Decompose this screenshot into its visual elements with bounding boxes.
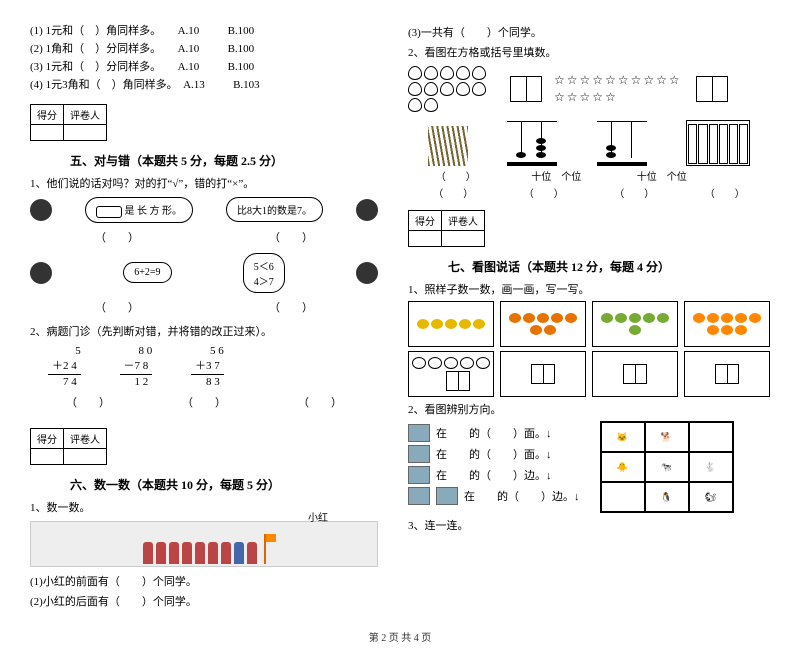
section-7-title: 七、看图说话（本题共 12 分，每题 4 分） (448, 258, 770, 275)
paren-row-1: （ ）（ ） (30, 229, 378, 245)
cell-lemons (408, 301, 494, 347)
q1-4-idx: (4) (30, 79, 43, 91)
math-problems: 5＋2 47 4 8 0－7 81 2 5 6＋3 78 3 (30, 345, 378, 388)
dir-line-2: 在 的（ ）面。↓ (408, 445, 580, 463)
apples-stars-row: ☆☆☆☆☆☆☆☆ ☆☆☆☆☆☆☆ (408, 66, 770, 112)
counting-labels: （ ） 十位 个位 十位 个位 (408, 168, 770, 183)
counting-parens: （ ）（ ）（ ）（ ） (408, 185, 770, 200)
dir-line-1: 在 的（ ）面。↓ (408, 424, 580, 442)
right-column: (3)一共有（ ）个同学。 2、看图在方格或括号里填数。 ☆☆☆☆☆☆☆☆ ☆☆… (408, 20, 770, 613)
kids-figure: 小红 (30, 521, 378, 567)
sec6-s2: (2)小红的后面有（ ）个同学。 (30, 593, 378, 609)
bubble-4: 5＜64＞7 (243, 253, 285, 293)
animal-icon (408, 487, 430, 505)
section-5-title: 五、对与错（本题共 5 分，每题 2.5 分） (70, 152, 378, 169)
count-row-2 (408, 351, 770, 397)
count-row-1 (408, 301, 770, 347)
sec7-q3: 3、连一连。 (408, 517, 770, 533)
avatar-icon (30, 199, 52, 221)
dir-line-4: 在 的（ ）边。↓ (408, 487, 580, 505)
score-box-7: 得分评卷人 (408, 210, 485, 247)
direction-block: 在 的（ ）面。↓ 在 的（ ）面。↓ 在 的（ ）边。↓ 在 的（ ）边。↓ … (408, 421, 770, 513)
cell-carrots (500, 301, 586, 347)
sec6-s1: (1)小红的前面有（ ）个同学。 (30, 573, 378, 589)
stars-figure: ☆☆☆☆☆☆☆☆ ☆☆☆☆☆☆☆ (554, 73, 684, 105)
q1-2-idx: (2) (30, 43, 43, 55)
page-footer: 第 2 页 共 4 页 (30, 629, 770, 644)
animal-icon (408, 424, 430, 442)
top-q2: 2、看图在方格或括号里填数。 (408, 44, 770, 60)
animal-icon (408, 466, 430, 484)
animal-icon (436, 487, 458, 505)
score-box-5: 得分评卷人 (30, 104, 107, 141)
abacus-2 (597, 121, 647, 166)
avatar-icon (30, 262, 52, 284)
grid-box-1 (510, 76, 542, 102)
left-column: (1) 1元和（ ）角同样多。 A.10B.100 (2) 1角和（ ）分同样多… (30, 20, 378, 613)
sec5-q2: 2、病题门诊（先判断对错，并将错的改正过来）。 (30, 323, 378, 339)
avatar-icon (356, 199, 378, 221)
score-box-6: 得分评卷人 (30, 428, 107, 465)
bubble-row-1: 是 长 方 形。 比8大1的数是7。 (30, 197, 378, 223)
cell-answer-2 (500, 351, 586, 397)
bubble-1: 是 长 方 形。 (85, 197, 193, 223)
grid-box-2 (696, 76, 728, 102)
math-2: 8 0－7 81 2 (120, 345, 153, 388)
grader-label: 评卷人 (64, 105, 107, 125)
cell-answer-1 (408, 351, 494, 397)
section-6-title: 六、数一数（本题共 10 分，每题 5 分） (70, 476, 378, 493)
avatar-icon (356, 262, 378, 284)
sec7-q2: 2、看图辨别方向。 (408, 401, 770, 417)
cell-orange (684, 301, 770, 347)
sec5-q1: 1、他们说的话对吗？对的打“√”，错的打“×”。 (30, 175, 378, 191)
math-3: 5 6＋3 78 3 (191, 345, 224, 388)
cell-answer-3 (592, 351, 678, 397)
bars-figure (686, 120, 750, 166)
sec7-q1: 1、照样子数一数，画一画，写一写。 (408, 281, 770, 297)
flag-icon (264, 534, 266, 564)
counting-figures-row (408, 120, 770, 166)
math-paren-row: （ ）（ ）（ ） (30, 394, 378, 410)
q1-3-idx: (3) (30, 61, 43, 73)
animal-grid: 🐱🐕 🐥🐄🐇 🐧🐿 (600, 421, 734, 513)
paren-row-2: （ ）（ ） (30, 299, 378, 315)
top-s3: (3)一共有（ ）个同学。 (408, 24, 770, 40)
q1-1-idx: (1) (30, 25, 43, 37)
bubble-3: 6+2=9 (123, 262, 171, 283)
bubble-row-2: 6+2=9 5＜64＞7 (30, 253, 378, 293)
score-label: 得分 (31, 105, 64, 125)
cell-answer-4 (684, 351, 770, 397)
animal-icon (408, 445, 430, 463)
math-1: 5＋2 47 4 (48, 345, 81, 388)
abacus-1 (507, 121, 557, 166)
sticks-figure (428, 126, 468, 166)
dir-line-3: 在 的（ ）边。↓ (408, 466, 580, 484)
q1-block: (1) 1元和（ ）角同样多。 A.10B.100 (2) 1角和（ ）分同样多… (30, 22, 378, 92)
xiaohong-label: 小红 (308, 509, 328, 524)
apples-figure (408, 66, 498, 112)
bubble-2: 比8大1的数是7。 (226, 197, 323, 222)
cell-veg (592, 301, 678, 347)
